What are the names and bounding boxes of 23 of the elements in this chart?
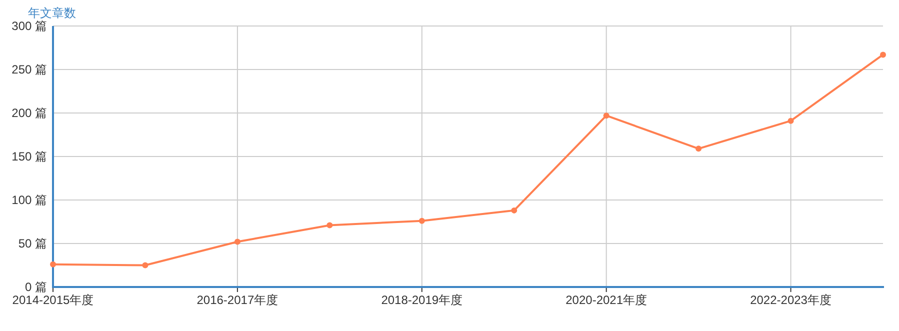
point xyxy=(880,52,886,58)
y-tick-label: 250 篇 xyxy=(12,62,47,76)
x-tick-label: 2020-2021年度 xyxy=(566,293,648,307)
point xyxy=(788,118,794,124)
point xyxy=(418,218,425,224)
y-tick-label: 0 篇 xyxy=(24,280,47,294)
point xyxy=(142,262,148,268)
y-axis-title: 年文章数 xyxy=(28,6,76,20)
point xyxy=(696,146,702,152)
y-tick-label: 300 篇 xyxy=(12,19,47,33)
point xyxy=(326,222,333,228)
y-tick-label: 50 篇 xyxy=(18,236,47,250)
x-tick-label: 2016-2017年度 xyxy=(196,293,278,307)
point xyxy=(511,207,518,214)
y-tick-label: 100 篇 xyxy=(12,193,47,207)
x-tick-label: 2018-2019年度 xyxy=(381,293,463,307)
point xyxy=(234,238,240,245)
y-tick-label: 150 篇 xyxy=(12,150,47,164)
point xyxy=(603,112,610,119)
x-tick-label: 2014-2015年度 xyxy=(12,293,94,307)
point xyxy=(50,261,56,268)
y-tick-label: 200 篇 xyxy=(12,106,47,120)
x-tick-label: 2022-2023年度 xyxy=(750,293,832,307)
